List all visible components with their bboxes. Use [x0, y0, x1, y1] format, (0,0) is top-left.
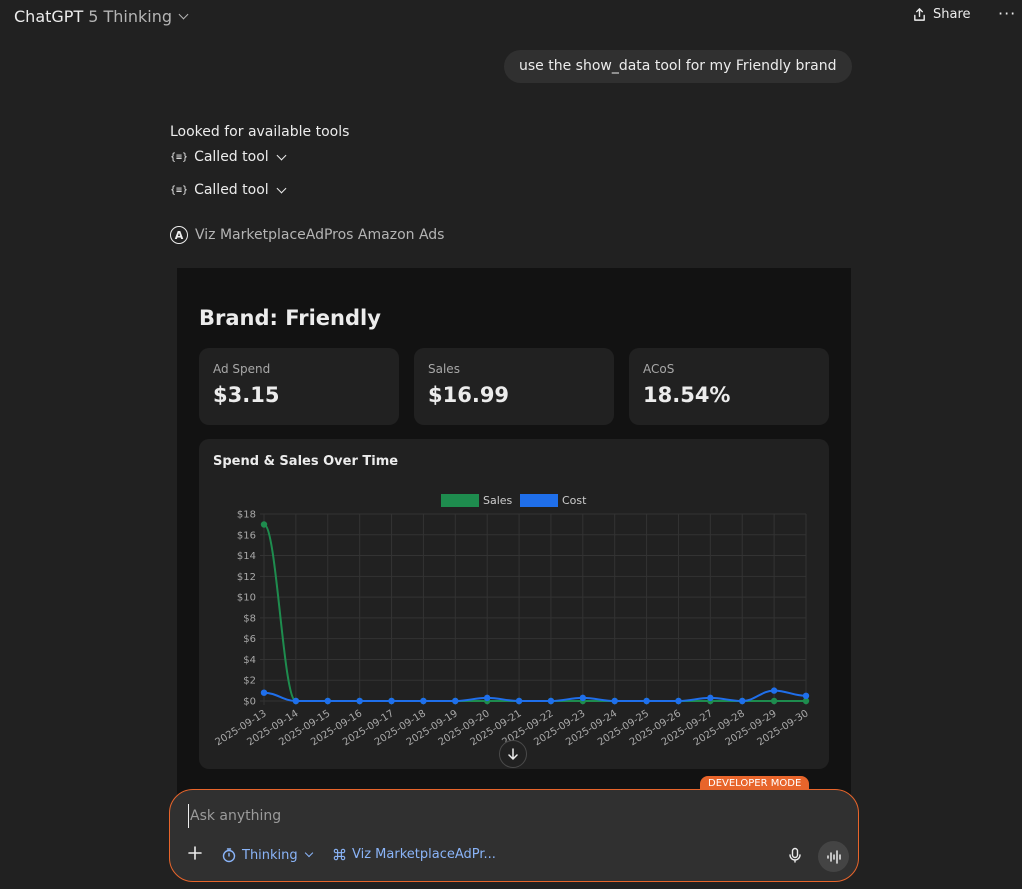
legend-label: Cost — [562, 494, 587, 507]
kpi-value: 18.54% — [643, 383, 731, 407]
app-source: A Viz MarketplaceAdPros Amazon Ads — [170, 226, 444, 244]
kpi-label: ACoS — [643, 362, 675, 376]
kpi-value: $3.15 — [213, 383, 280, 407]
chevron-down-icon — [276, 183, 287, 193]
tool-call-label: Called tool — [194, 149, 269, 165]
data-point-cost — [515, 697, 523, 705]
data-point-cost — [547, 697, 555, 705]
y-tick-label: $0 — [243, 697, 256, 708]
series-line-sales — [263, 523, 806, 702]
tool-call-toggle[interactable]: {≡} Called tool — [170, 182, 287, 198]
plus-icon — [188, 846, 202, 860]
data-point-cost — [770, 687, 778, 694]
data-point-cost — [420, 697, 427, 705]
kpi-label: Sales — [428, 362, 460, 376]
microphone-icon — [789, 847, 801, 863]
y-tick-label: $8 — [243, 613, 256, 624]
data-point-cost — [452, 697, 459, 705]
legend-swatch — [441, 494, 479, 507]
data-point-cost — [292, 697, 300, 705]
kpi-value: $16.99 — [428, 383, 510, 407]
data-point-cost — [675, 697, 682, 705]
kpi-card-sales: Sales $16.99 — [414, 348, 614, 425]
y-tick-label: $14 — [237, 551, 256, 562]
data-point-sales — [260, 521, 268, 528]
add-attachment-button[interactable] — [187, 844, 203, 864]
tool-call-toggle[interactable]: {≡} Called tool — [170, 149, 287, 165]
tool-search-status: Looked for available tools — [170, 124, 350, 140]
app-name: ChatGPT — [14, 7, 84, 26]
user-message: use the show_data tool for my Friendly b… — [504, 50, 852, 83]
waveform-icon — [826, 849, 841, 864]
data-point-cost — [483, 694, 491, 702]
data-point-cost — [707, 694, 714, 702]
data-point-sales — [770, 697, 778, 705]
data-point-cost — [643, 697, 650, 705]
tool-icon: {≡} — [170, 184, 189, 196]
connector-button[interactable]: Viz MarketplaceAdPr... — [332, 847, 496, 862]
legend-swatch — [520, 494, 558, 507]
y-tick-label: $10 — [237, 593, 256, 604]
prompt-input[interactable] — [188, 804, 828, 828]
legend-label: Sales — [483, 494, 513, 507]
y-tick-label: $16 — [237, 530, 256, 541]
data-point-sales — [802, 697, 810, 705]
model-name: 5 Thinking — [88, 7, 172, 26]
app-logo-icon: A — [170, 226, 188, 244]
chart-card: Spend & Sales Over Time $0 $2 $4 $6 $8 $10 $12… — [199, 439, 829, 769]
dictate-button[interactable] — [787, 847, 803, 867]
kpi-card-ad-spend: Ad Spend $3.15 — [199, 348, 399, 425]
kpi-label: Ad Spend — [213, 362, 271, 376]
brand-title: Brand: Friendly — [199, 306, 381, 330]
more-options-icon[interactable]: ··· — [998, 4, 1017, 23]
tool-call-label: Called tool — [194, 182, 269, 198]
data-point-cost — [739, 697, 746, 705]
share-label: Share — [933, 7, 971, 22]
model-selector[interactable]: ChatGPT 5 Thinking — [14, 7, 189, 26]
composer: Thinking Viz MarketplaceAdPr... — [169, 789, 859, 882]
share-icon — [914, 8, 925, 21]
line-chart: $0$2$4$6$8$10$12$14$16$182025-09-132025-… — [213, 494, 811, 748]
y-tick-label: $12 — [237, 572, 256, 583]
data-point-cost — [388, 697, 395, 705]
data-point-cost — [356, 697, 363, 705]
series-line-cost — [263, 689, 807, 703]
data-point-cost — [802, 692, 810, 700]
data-point-cost — [579, 694, 587, 702]
timer-icon — [222, 848, 236, 863]
arrow-down-icon — [508, 748, 518, 760]
y-tick-label: $18 — [237, 510, 256, 521]
top-bar: ChatGPT 5 Thinking Share ··· — [0, 0, 1022, 34]
chevron-down-icon — [304, 848, 313, 858]
data-point-cost — [611, 697, 618, 705]
chevron-down-icon — [276, 150, 287, 160]
data-point-cost — [324, 697, 331, 705]
command-icon — [333, 848, 346, 861]
y-tick-label: $2 — [243, 676, 256, 687]
y-tick-label: $4 — [243, 655, 256, 666]
app-source-name: Viz MarketplaceAdPros Amazon Ads — [195, 227, 445, 243]
share-button[interactable]: Share — [912, 7, 971, 22]
kpi-card-acos: ACoS 18.54% — [629, 348, 829, 425]
voice-mode-button[interactable] — [818, 841, 849, 872]
chevron-down-icon — [178, 9, 189, 20]
y-tick-label: $6 — [243, 634, 256, 645]
thinking-mode-button[interactable]: Thinking — [221, 847, 313, 863]
data-widget: Brand: Friendly Ad Spend $3.15 Sales $16… — [177, 268, 851, 808]
developer-mode-badge: DEVELOPER MODE — [700, 776, 810, 792]
scroll-down-button[interactable] — [499, 740, 527, 768]
tool-icon: {≡} — [170, 151, 189, 163]
data-point-cost — [260, 689, 268, 696]
thinking-label: Thinking — [242, 847, 298, 863]
connector-label: Viz MarketplaceAdPr... — [352, 847, 496, 862]
chart-title: Spend & Sales Over Time — [213, 454, 399, 469]
